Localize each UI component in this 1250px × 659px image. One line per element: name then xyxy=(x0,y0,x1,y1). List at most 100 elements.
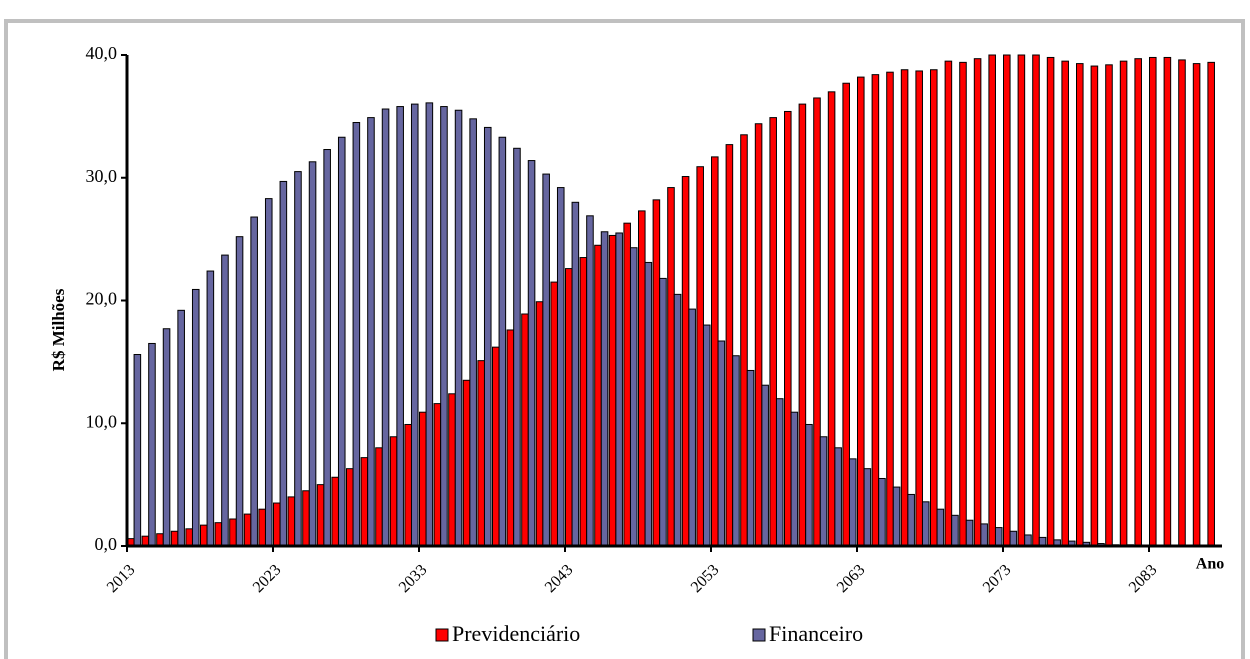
bar xyxy=(191,288,200,547)
bar xyxy=(1119,60,1128,547)
bar xyxy=(316,484,325,547)
bar xyxy=(433,403,442,547)
bar xyxy=(250,216,258,547)
bar xyxy=(740,134,748,547)
bar xyxy=(454,109,463,547)
bar xyxy=(681,176,690,547)
bar xyxy=(1207,61,1215,547)
bar xyxy=(819,436,828,547)
y-tick-label: 40,0 xyxy=(86,43,118,63)
bar xyxy=(308,161,317,547)
bar xyxy=(878,477,886,547)
bar xyxy=(915,70,923,547)
bar xyxy=(148,342,156,547)
bar xyxy=(725,144,734,547)
bar xyxy=(323,149,331,547)
bar xyxy=(221,254,229,547)
bar xyxy=(600,231,609,547)
bar xyxy=(579,257,588,547)
bar xyxy=(360,457,369,547)
bar xyxy=(521,313,529,547)
bar xyxy=(930,69,938,547)
bar xyxy=(936,508,945,547)
bar xyxy=(951,514,959,547)
bar xyxy=(944,60,953,547)
bar xyxy=(659,277,667,547)
bar xyxy=(586,215,594,547)
bar xyxy=(440,106,448,547)
bar xyxy=(761,384,769,547)
bar xyxy=(848,458,857,547)
bar xyxy=(1149,56,1157,547)
bar xyxy=(352,122,361,547)
bar xyxy=(229,518,237,547)
bar xyxy=(798,103,807,547)
bar xyxy=(673,293,682,547)
bar xyxy=(483,126,492,547)
bar xyxy=(842,82,850,547)
bar xyxy=(425,102,434,547)
y-tick-label: 30,0 xyxy=(86,166,118,186)
bar xyxy=(1032,54,1040,547)
bar xyxy=(133,354,142,547)
bar xyxy=(702,324,711,547)
legend-label: Previdenciário xyxy=(452,621,580,646)
bar xyxy=(565,268,573,547)
y-tick-label: 0,0 xyxy=(95,534,118,554)
bar xyxy=(711,156,719,547)
bar xyxy=(629,247,638,547)
bar xyxy=(1076,63,1084,547)
bar xyxy=(367,117,375,547)
bar xyxy=(638,210,646,547)
bar xyxy=(834,447,842,547)
bar xyxy=(1105,64,1113,547)
y-axis-label: R$ Milhões xyxy=(49,288,68,371)
bar xyxy=(396,106,404,547)
bar xyxy=(258,508,266,547)
y-tick-label: 20,0 xyxy=(86,289,118,309)
bar xyxy=(462,379,471,547)
legend-swatch xyxy=(752,628,766,642)
bar xyxy=(921,501,930,547)
bar xyxy=(644,261,653,547)
bar xyxy=(886,71,894,547)
bar xyxy=(469,118,477,547)
bar xyxy=(746,369,755,547)
bar xyxy=(813,97,821,547)
bar xyxy=(185,528,193,547)
x-axis-label: Ano xyxy=(1196,556,1224,573)
bar xyxy=(1046,56,1055,547)
bar xyxy=(381,108,390,547)
bar xyxy=(871,74,880,547)
bar xyxy=(550,281,558,547)
bar xyxy=(162,328,171,547)
bar xyxy=(623,222,631,547)
bar xyxy=(535,301,544,547)
bar xyxy=(1009,530,1018,547)
bar xyxy=(688,308,696,547)
bar xyxy=(652,199,661,547)
bar xyxy=(337,136,346,547)
bar xyxy=(571,201,580,547)
bar xyxy=(492,346,500,547)
bar xyxy=(900,69,909,547)
bar xyxy=(346,468,354,547)
bar xyxy=(717,340,726,547)
bar xyxy=(243,513,252,547)
bar xyxy=(857,76,865,547)
bar xyxy=(273,502,281,547)
legend-label: Financeiro xyxy=(769,621,863,646)
bar xyxy=(200,524,208,547)
bar xyxy=(513,147,521,547)
legend-swatch xyxy=(435,628,449,642)
bar xyxy=(556,187,565,547)
bar xyxy=(1024,534,1032,547)
bar xyxy=(959,61,967,547)
bar xyxy=(1003,54,1011,547)
bar xyxy=(410,103,419,547)
bar xyxy=(331,476,339,547)
bar xyxy=(973,58,982,547)
bar xyxy=(1192,63,1201,547)
bar xyxy=(214,522,223,547)
